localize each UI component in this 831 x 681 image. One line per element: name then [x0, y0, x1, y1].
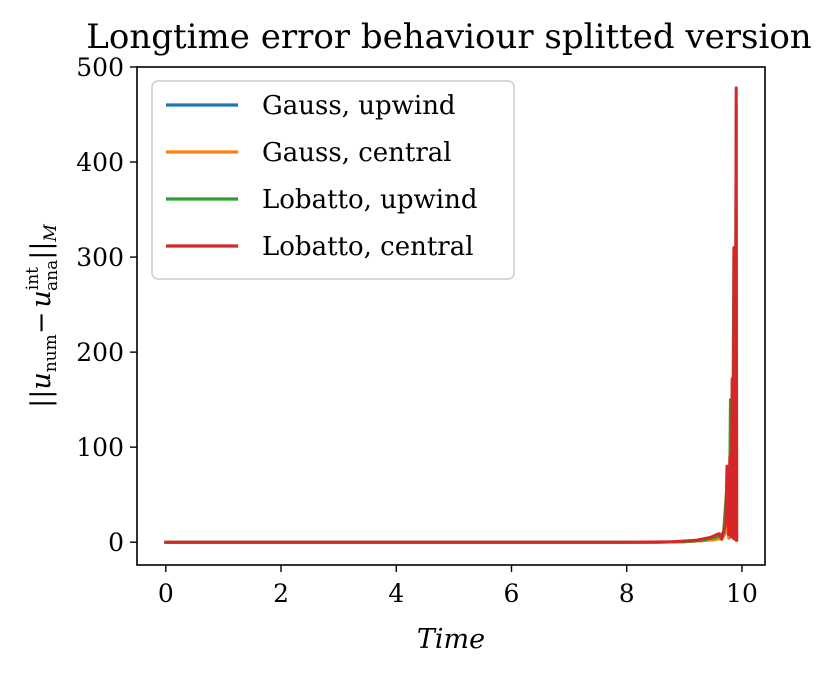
- legend-label: Gauss, central: [262, 138, 452, 168]
- svg-text:||unum−uintana||M: ||unum−uintana||M: [23, 224, 62, 408]
- legend-box: [151, 80, 515, 280]
- ylabel-ana: ana: [42, 260, 62, 291]
- chart-title: Longtime error behaviour splitted versio…: [86, 17, 811, 57]
- ylabel-bars-open: ||: [26, 390, 57, 408]
- series-line-lobatto-central: [164, 86, 739, 544]
- legend-label: Lobatto, central: [262, 232, 474, 262]
- ylabel-M: M: [41, 224, 61, 243]
- x-tick-label: 6: [504, 579, 520, 608]
- ylabel-num: num: [41, 334, 61, 372]
- legend: Gauss, upwind Gauss, central Lobatto, upwi…: [151, 80, 515, 280]
- y-tick-label: 0: [108, 528, 124, 557]
- y-tick-label: 100: [76, 433, 124, 462]
- ylabel-u2: u: [26, 290, 57, 307]
- x-tick-label: 10: [726, 579, 758, 608]
- series-line-gauss-upwind: [164, 474, 738, 544]
- x-axis-label: Time: [417, 624, 485, 655]
- y-tick-label: 200: [76, 338, 124, 367]
- x-tick-label: 8: [619, 579, 635, 608]
- x-tick-label: 4: [388, 579, 404, 608]
- ylabel-int: int: [23, 267, 43, 290]
- x-tick-label: 2: [273, 579, 289, 608]
- x-ticks: 0 2 4 6 8 10: [158, 565, 758, 608]
- y-tick-label: 400: [76, 148, 124, 177]
- legend-label: Gauss, upwind: [262, 91, 456, 121]
- legend-label: Lobatto, upwind: [262, 185, 478, 215]
- y-ticks: 0 100 200 300 400 500: [76, 53, 137, 557]
- x-tick-label: 0: [158, 579, 174, 608]
- ylabel-bars-close: ||: [26, 242, 57, 260]
- y-tick-label: 500: [76, 53, 124, 82]
- ylabel-minus: −: [26, 312, 57, 335]
- ylabel-u: u: [26, 372, 57, 389]
- plot-frame: [136, 66, 766, 566]
- series-line-gauss-central: [164, 488, 738, 544]
- y-tick-label: 300: [76, 243, 124, 272]
- y-axis-label: ||unum−uintana||M: [23, 224, 62, 408]
- series-group: [164, 86, 739, 544]
